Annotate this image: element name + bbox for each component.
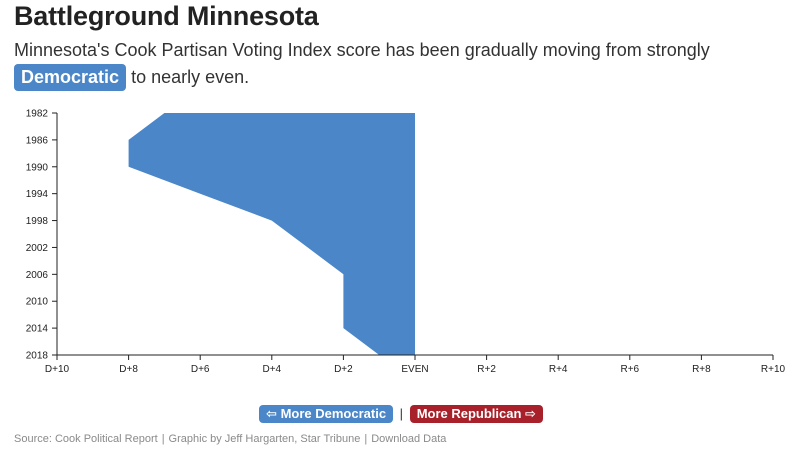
subtitle-text: Minnesota's Cook Partisan Voting Index s… [14, 40, 710, 60]
legend: ⇦ More Democratic | More Republican ⇨ [0, 405, 802, 423]
x-tick-label: R+6 [620, 364, 639, 375]
y-tick-label: 1990 [26, 162, 49, 173]
y-tick-label: 1998 [26, 216, 49, 227]
y-tick-label: 2010 [26, 297, 49, 308]
y-tick-label: 2006 [26, 270, 49, 281]
legend-separator: | [399, 406, 404, 421]
y-tick-label: 1994 [26, 189, 49, 200]
democratic-highlight-badge: Democratic [14, 64, 127, 91]
x-axis: D+10 D+8 D+6 D+4 D+2 EVEN R+2 R+4 R+6 R+8 R+10 [45, 354, 786, 375]
x-tick-label: D+10 [45, 364, 70, 375]
source-credit: Source: Cook Political Report [14, 433, 158, 445]
subtitle-text-end: to nearly even. [131, 67, 250, 87]
x-tick-label: R+10 [761, 364, 786, 375]
footer-separator: | [161, 433, 165, 445]
y-tick-label: 2014 [26, 324, 49, 335]
x-tick-label: D+2 [334, 364, 353, 375]
y-tick-label: 1986 [26, 135, 49, 146]
x-tick-label: D+6 [191, 364, 210, 375]
x-tick-label: D+4 [262, 364, 281, 375]
x-tick-label: EVEN [401, 364, 428, 375]
x-tick-label: R+2 [477, 364, 496, 375]
pvi-area-chart: 1982 1986 1990 1994 1998 2002 2006 2010 2014 2018… [26, 109, 786, 376]
more-republican-button[interactable]: More Republican ⇨ [409, 405, 543, 423]
y-tick-label: 2002 [26, 243, 49, 254]
download-data-link[interactable]: Download Data [371, 433, 447, 445]
x-tick-label: R+8 [692, 364, 711, 375]
graphic-credit: Graphic by Jeff Hargarten, Star Tribune [168, 433, 361, 445]
y-tick-label: 2018 [26, 351, 49, 362]
plot-area [128, 113, 415, 355]
more-democratic-button[interactable]: ⇦ More Democratic [259, 405, 394, 423]
footer-separator: | [364, 433, 368, 445]
footer: Source: Cook Political Report | Graphic by… [14, 433, 446, 445]
chart-title: Battleground Minnesota [14, 1, 319, 31]
y-axis: 1982 1986 1990 1994 1998 2002 2006 2010 2014 2018 [26, 109, 58, 362]
chart-subtitle: Minnesota's Cook Partisan Voting Index s… [14, 37, 794, 91]
x-tick-label: D+8 [119, 364, 138, 375]
pvi-area [128, 113, 415, 355]
x-tick-label: R+4 [549, 364, 568, 375]
y-tick-label: 1982 [26, 109, 49, 120]
